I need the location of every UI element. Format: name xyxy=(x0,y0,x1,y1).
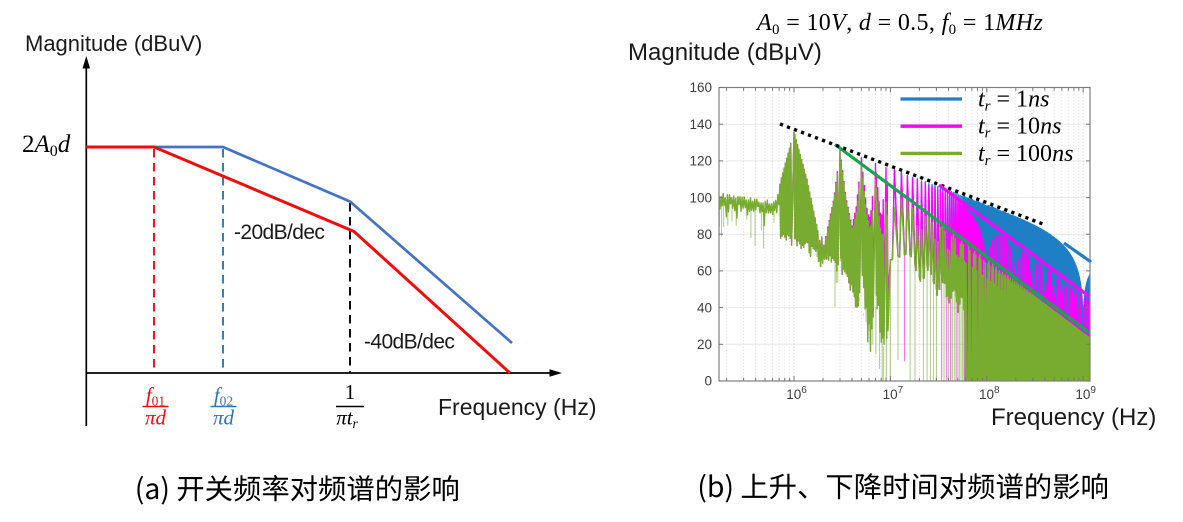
svg-text:2A0d: 2A0d xyxy=(22,131,71,160)
svg-text:tr = 100ns: tr = 100ns xyxy=(978,141,1073,169)
svg-text:Frequency (Hz): Frequency (Hz) xyxy=(991,404,1156,431)
svg-text:40: 40 xyxy=(697,300,712,315)
svg-text:60: 60 xyxy=(697,264,712,279)
svg-text:A0 = 10V, d = 0.5, f0 = 1MHz: A0 = 10V, d = 0.5, f0 = 1MHz xyxy=(755,10,1043,38)
svg-text:πd: πd xyxy=(213,406,235,430)
svg-text:πd: πd xyxy=(145,406,167,430)
svg-text:tr = 10ns: tr = 10ns xyxy=(978,114,1061,142)
svg-text:100: 100 xyxy=(689,190,712,205)
svg-text:80: 80 xyxy=(697,227,712,242)
svg-text:140: 140 xyxy=(689,117,712,132)
svg-text:0: 0 xyxy=(704,374,712,389)
svg-text:tr = 1ns: tr = 1ns xyxy=(978,87,1049,115)
svg-text:-20dB/dec: -20dB/dec xyxy=(234,221,324,244)
svg-text:160: 160 xyxy=(689,80,712,95)
svg-text:120: 120 xyxy=(689,154,712,169)
svg-text:1: 1 xyxy=(345,380,356,404)
svg-text:Frequency (Hz): Frequency (Hz) xyxy=(438,394,596,420)
svg-text:-40dB/dec: -40dB/dec xyxy=(364,331,454,354)
svg-text:20: 20 xyxy=(697,337,712,352)
svg-text:Magnitude (dBμV): Magnitude (dBμV) xyxy=(628,39,822,66)
svg-text:Magnitude (dBuV): Magnitude (dBuV) xyxy=(25,31,202,56)
